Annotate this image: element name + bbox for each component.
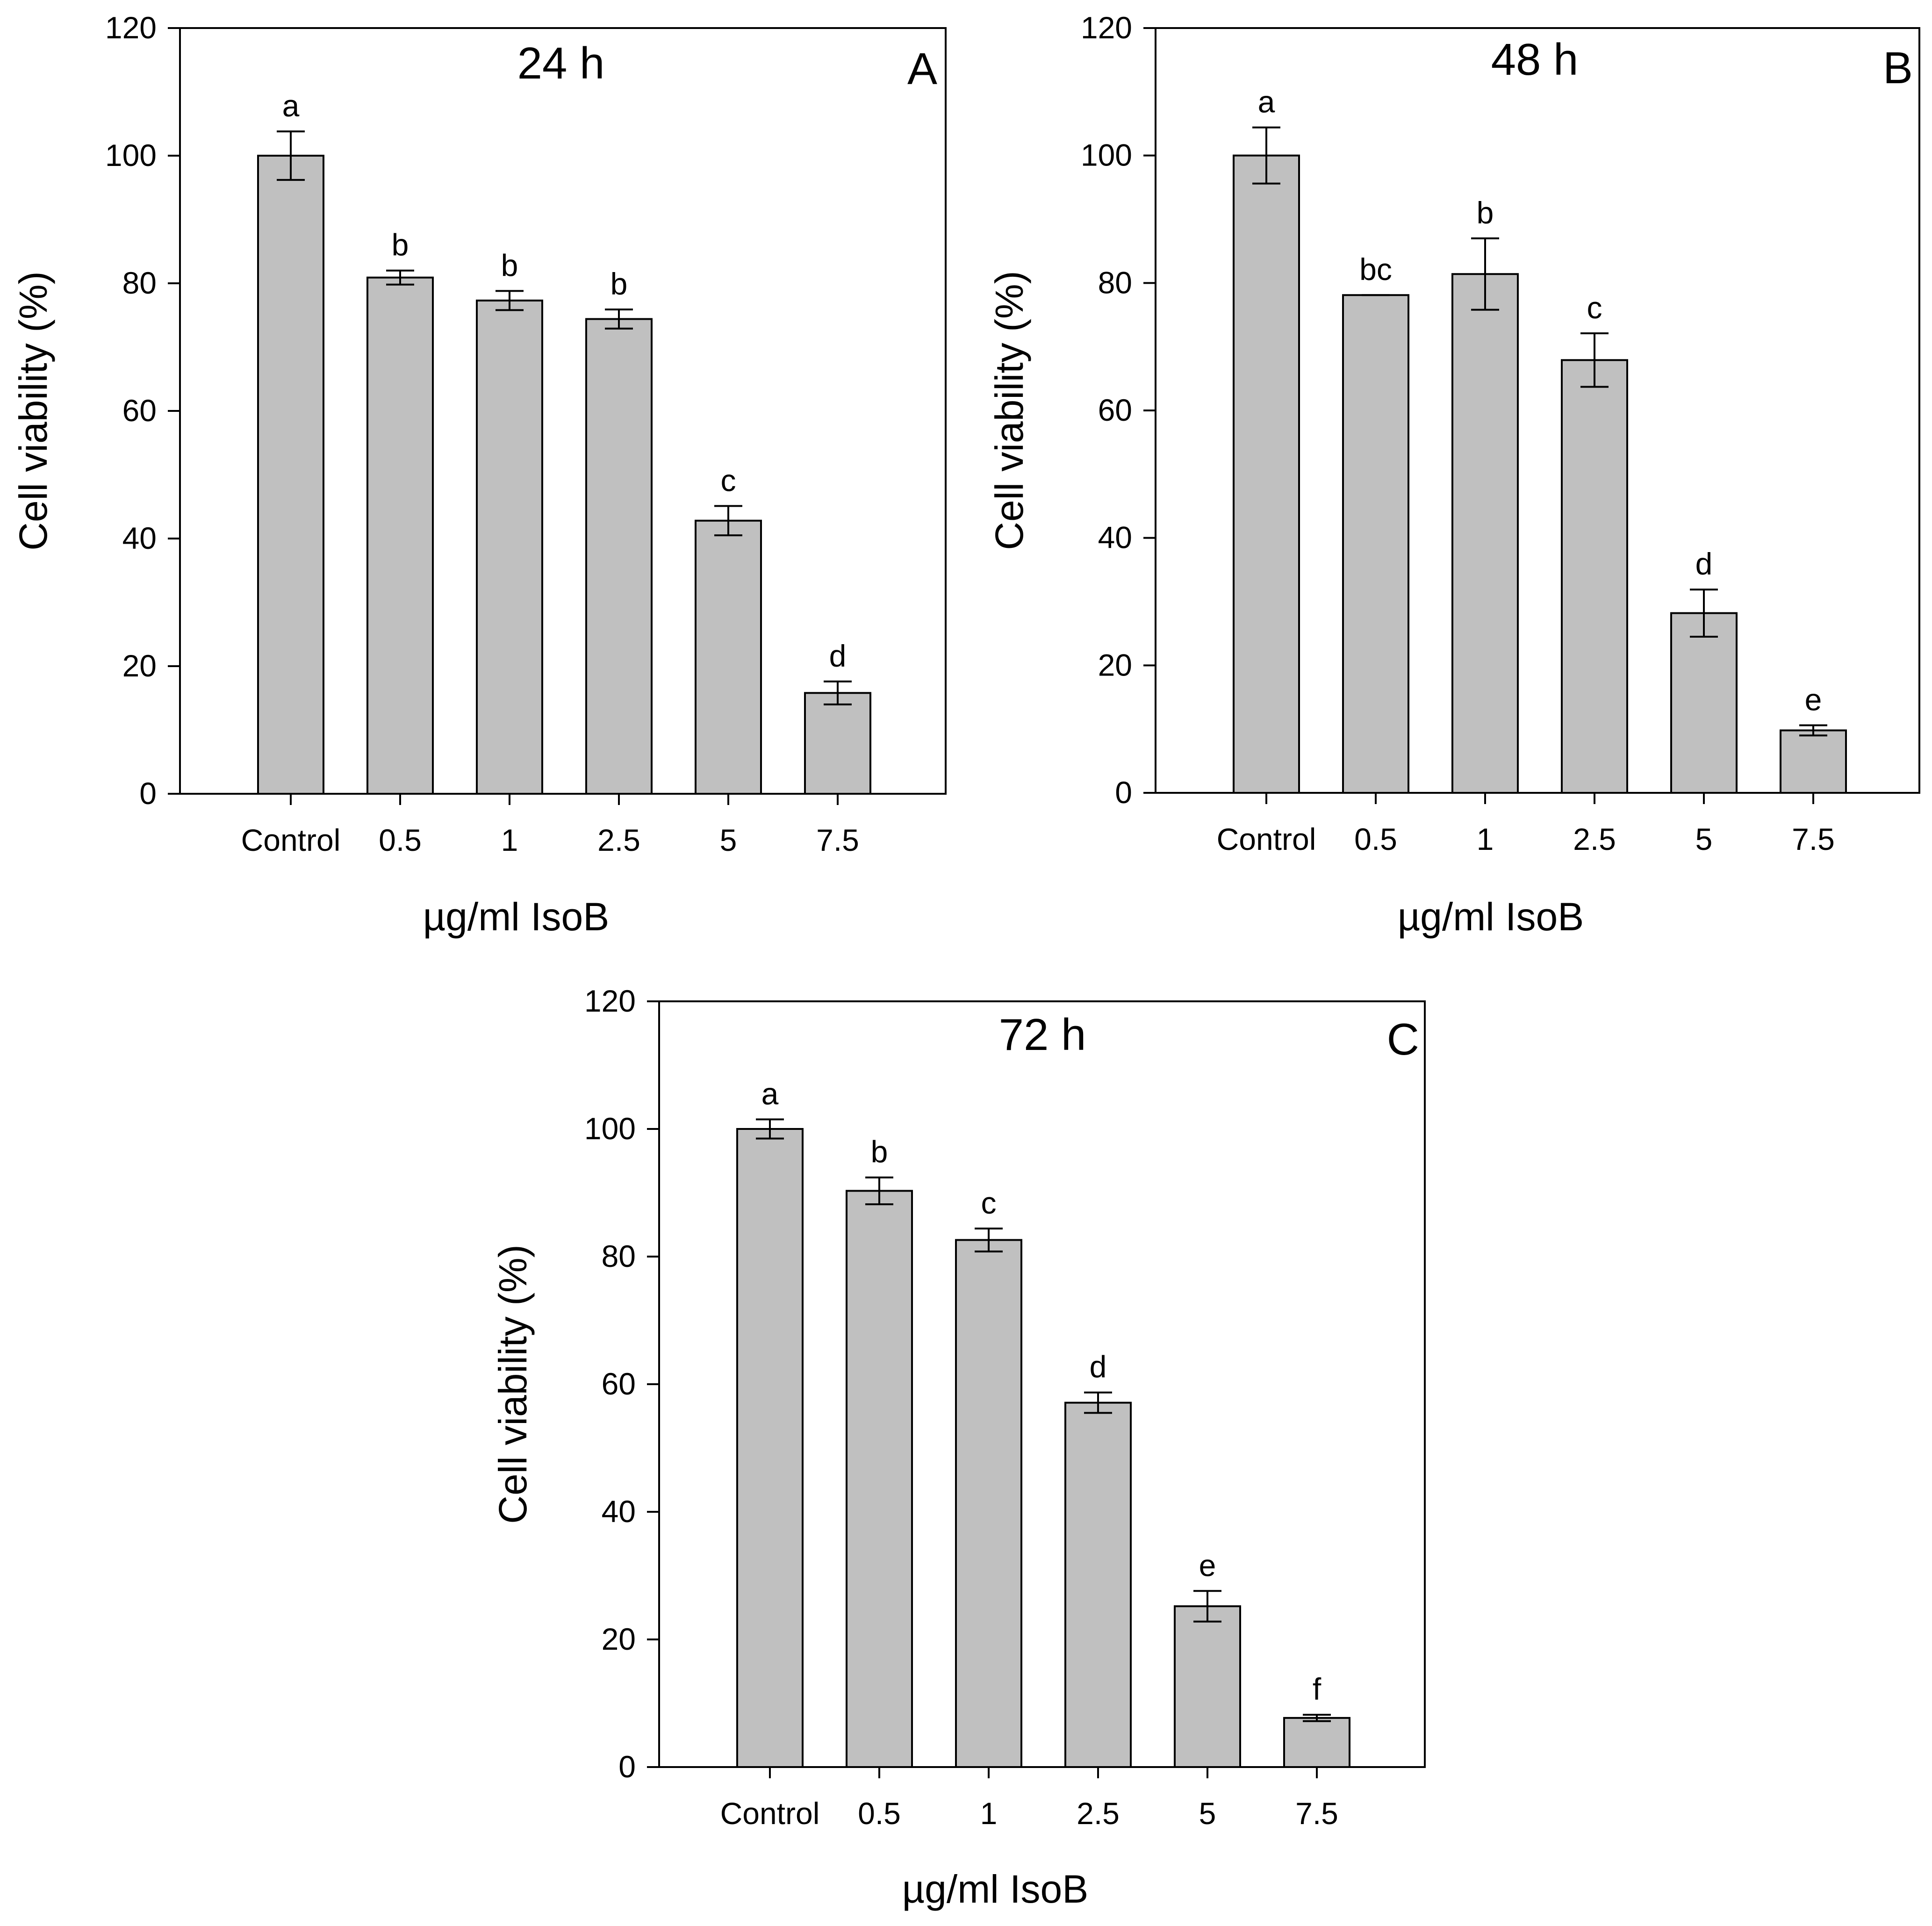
x-tick-label: 5	[720, 823, 737, 857]
bar-7_5	[1780, 729, 1847, 794]
panel-letter: A	[907, 44, 937, 94]
x-tick-label: 1	[980, 1796, 998, 1831]
y-tick-label: 80	[122, 266, 157, 300]
significance-letter: b	[501, 248, 518, 282]
x-tick-label: 1	[501, 823, 518, 857]
bar-control	[736, 1128, 804, 1768]
y-tick-label: 20	[1098, 647, 1132, 682]
y-tick-label: 60	[1098, 393, 1132, 427]
panel-letter: B	[1883, 43, 1913, 93]
x-tick-label: 2.5	[597, 823, 640, 857]
significance-letter: a	[282, 88, 300, 123]
bar-2_5	[1561, 359, 1628, 794]
x-tick-label: 1	[1477, 822, 1494, 856]
bar-1	[1451, 273, 1519, 794]
y-tick-label: 100	[1081, 138, 1132, 172]
y-axis-title: Cell viability (%)	[987, 271, 1031, 550]
bar-5	[1174, 1605, 1241, 1768]
y-tick-label: 80	[602, 1239, 636, 1273]
y-tick-label: 0	[139, 776, 157, 811]
y-tick-label: 20	[602, 1622, 636, 1656]
y-tick-label: 60	[602, 1366, 636, 1401]
x-axis-title: µg/ml IsoB	[1398, 895, 1584, 939]
significance-letter: b	[610, 266, 628, 301]
x-tick-label: 7.5	[1295, 1796, 1338, 1831]
bar-7_5	[804, 692, 871, 795]
x-tick-label: Control	[241, 823, 341, 857]
significance-letter: d	[1695, 546, 1713, 581]
x-tick-label: 0.5	[858, 1796, 901, 1831]
x-tick-label: 2.5	[1077, 1796, 1120, 1831]
significance-letter: b	[1477, 195, 1494, 230]
y-axis-title: Cell viability (%)	[491, 1244, 535, 1524]
y-tick-label: 20	[122, 648, 157, 683]
y-tick-label: 120	[584, 984, 636, 1018]
y-tick-label: 40	[122, 521, 157, 555]
y-tick-label: 80	[1098, 265, 1132, 300]
significance-letter: d	[829, 639, 847, 673]
x-tick-label: Control	[1217, 822, 1316, 856]
panel-title: 24 h	[517, 38, 605, 88]
bar-1	[476, 299, 543, 795]
bar-5	[695, 519, 762, 795]
x-tick-label: 0.5	[379, 823, 422, 857]
significance-letter: c	[981, 1186, 997, 1220]
bar-1	[955, 1239, 1022, 1768]
x-tick-label: 7.5	[1792, 822, 1835, 856]
y-tick-label: 60	[122, 393, 157, 428]
significance-letter: a	[761, 1077, 779, 1111]
y-tick-label: 120	[1081, 10, 1132, 45]
x-axis-title: µg/ml IsoB	[902, 1867, 1089, 1911]
significance-letter: f	[1313, 1672, 1322, 1706]
y-tick-label: 0	[618, 1749, 636, 1784]
panel-title: 48 h	[1491, 35, 1579, 85]
x-tick-label: 5	[1695, 822, 1713, 856]
significance-letter: b	[392, 228, 409, 262]
significance-letter: bc	[1359, 252, 1392, 287]
y-tick-label: 40	[602, 1494, 636, 1529]
bar-7_5	[1283, 1717, 1350, 1768]
chart-panel-b: a Control bc 0.5 b 1 c 2.5 d 5 e 7.5 0 20 40 60 80 100 120…	[987, 10, 1920, 939]
y-tick-label: 120	[105, 10, 157, 45]
significance-letter: b	[871, 1135, 888, 1169]
bar-0_5	[846, 1190, 913, 1768]
significance-letter: c	[1587, 290, 1602, 325]
bar-0_5	[1342, 294, 1409, 794]
significance-letter: c	[721, 463, 736, 497]
bar-control	[1233, 154, 1300, 794]
y-tick-label: 100	[105, 138, 157, 172]
y-axis-title: Cell viability (%)	[11, 271, 55, 550]
panel-letter: C	[1387, 1014, 1419, 1064]
y-tick-label: 0	[1115, 775, 1132, 810]
x-tick-label: 2.5	[1573, 822, 1616, 856]
significance-letter: e	[1199, 1548, 1216, 1582]
bar-5	[1670, 612, 1738, 794]
y-tick-label: 40	[1098, 520, 1132, 555]
bar-0_5	[366, 276, 434, 795]
y-tick-label: 100	[584, 1111, 636, 1146]
chart-panel-a: a Control b 0.5 b 1 b 2.5 c 5 d 7.5 0 20 40 60 80 100 120 2…	[11, 10, 947, 939]
significance-letter: a	[1258, 85, 1275, 119]
bar-2_5	[1064, 1401, 1132, 1768]
x-tick-label: 7.5	[816, 823, 859, 857]
x-axis-title: µg/ml IsoB	[423, 895, 610, 939]
panel-title: 72 h	[999, 1010, 1086, 1060]
x-tick-label: 0.5	[1354, 822, 1397, 856]
chart-panel-c: a Control b 0.5 c 1 d 2.5 e 5 f 7.5 0 20 40 60 80 100 120 7…	[491, 984, 1426, 1911]
bar-2_5	[585, 318, 653, 795]
significance-letter: e	[1805, 682, 1822, 717]
significance-letter: d	[1090, 1350, 1107, 1384]
x-tick-label: Control	[720, 1796, 820, 1831]
bar-control	[257, 155, 324, 795]
x-tick-label: 5	[1199, 1796, 1216, 1831]
